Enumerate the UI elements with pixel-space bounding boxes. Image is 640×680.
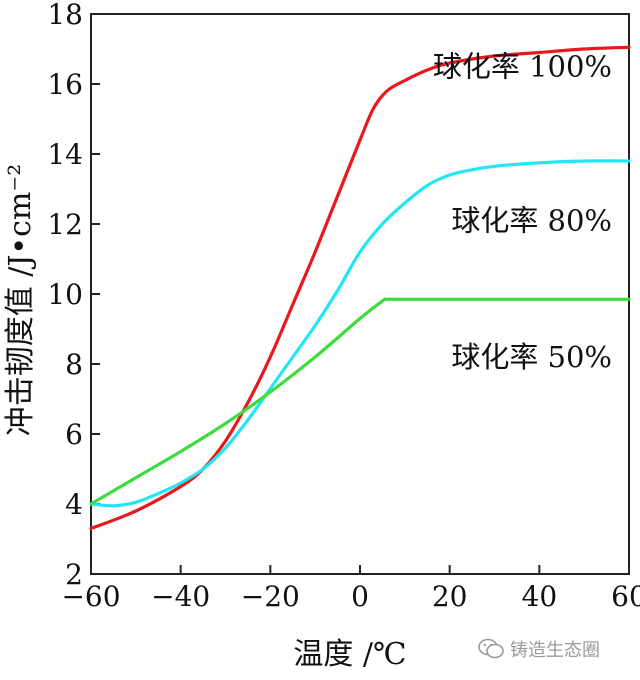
- watermark: 铸造生态圈: [478, 636, 600, 662]
- x-axis-ticks: −60 −40 −20 0 20 40 60: [61, 565, 640, 613]
- x-tick-label: 60: [611, 580, 640, 613]
- series-labels: 球化率 100% 球化率 80% 球化率 50%: [433, 50, 612, 375]
- series-lines: [89, 45, 631, 531]
- series-line-80: [89, 159, 631, 508]
- series-label-50: 球化率 50%: [451, 340, 612, 374]
- y-tick-label: 16: [47, 68, 83, 101]
- x-tick-label: −60: [61, 580, 120, 613]
- plot-frame: [90, 13, 630, 575]
- wechat-icon: [478, 638, 504, 659]
- x-tick-label: −20: [241, 580, 300, 613]
- y-tick-label: 18: [47, 0, 83, 31]
- y-tick-label: 8: [65, 348, 83, 381]
- y-tick-label: 6: [65, 418, 83, 451]
- x-tick-label: 20: [432, 580, 468, 613]
- x-tick-label: 40: [522, 580, 558, 613]
- series-label-80: 球化率 80%: [451, 204, 612, 238]
- watermark-text: 铸造生态圈: [510, 640, 600, 661]
- x-axis-title: 温度 /℃: [293, 637, 406, 672]
- y-axis-title: 冲击韧度值 /J•cm⁻²: [3, 164, 38, 436]
- y-tick-label: 10: [47, 278, 83, 311]
- x-tick-label: −40: [151, 580, 210, 613]
- series-label-100: 球化率 100%: [433, 50, 612, 84]
- y-tick-label: 2: [65, 558, 83, 591]
- y-tick-label: 12: [47, 208, 83, 241]
- x-tick-label: 0: [351, 580, 369, 613]
- series-line-50: [89, 297, 631, 506]
- y-axis-ticks: 2 4 6 8 10 12 14 16 18: [47, 0, 100, 591]
- y-tick-label: 14: [47, 138, 83, 171]
- y-tick-label: 4: [65, 488, 83, 521]
